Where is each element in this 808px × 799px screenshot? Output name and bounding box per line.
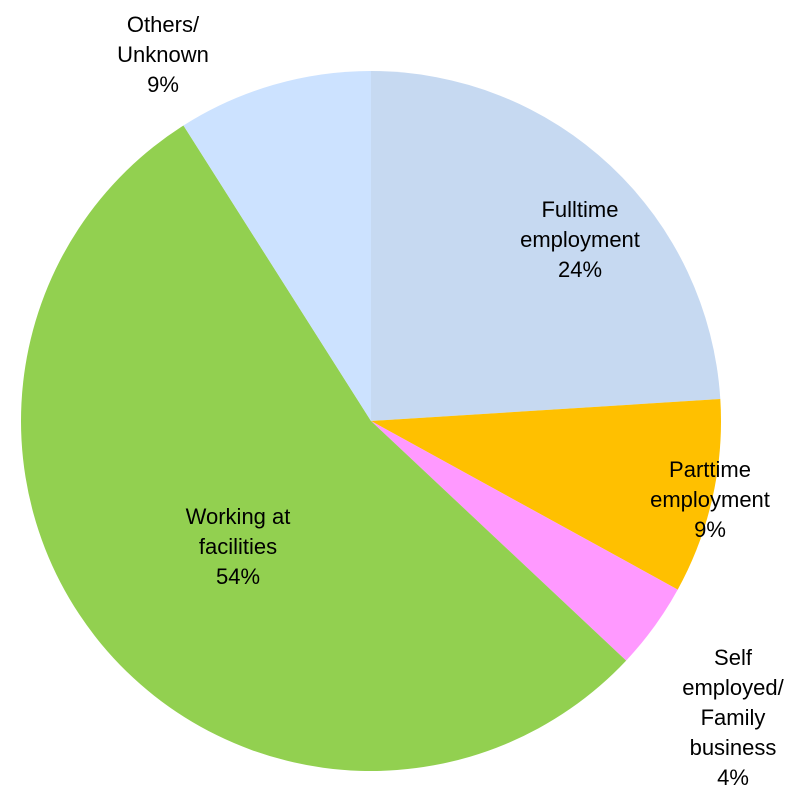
slice-label: Fulltime employment 24% (480, 195, 680, 285)
slice-label: Working at facilities 54% (148, 502, 328, 592)
category-label: Parttime employment (650, 457, 770, 512)
value-label: 24% (557, 257, 603, 282)
slice-label: Parttime employment 9% (620, 455, 800, 545)
slice-label: Others/ Unknown 9% (98, 10, 228, 100)
slice-label: Self employed/ Family business 4% (678, 643, 788, 793)
category-label: Fulltime employment (520, 197, 640, 252)
value-label: 54% (215, 564, 261, 589)
value-label: 9% (147, 72, 179, 97)
value-label: 4% (717, 765, 749, 790)
value-label: 9% (694, 517, 726, 542)
pie-slice (371, 399, 721, 590)
pie-slice (371, 421, 678, 661)
pie-slice (183, 71, 371, 421)
pie-slice (21, 125, 627, 771)
pie-slice (371, 71, 721, 421)
category-label: Self employed/ Family business (682, 645, 784, 760)
category-label: Working at facilities (185, 504, 291, 559)
category-label: Others/ Unknown (117, 12, 209, 67)
